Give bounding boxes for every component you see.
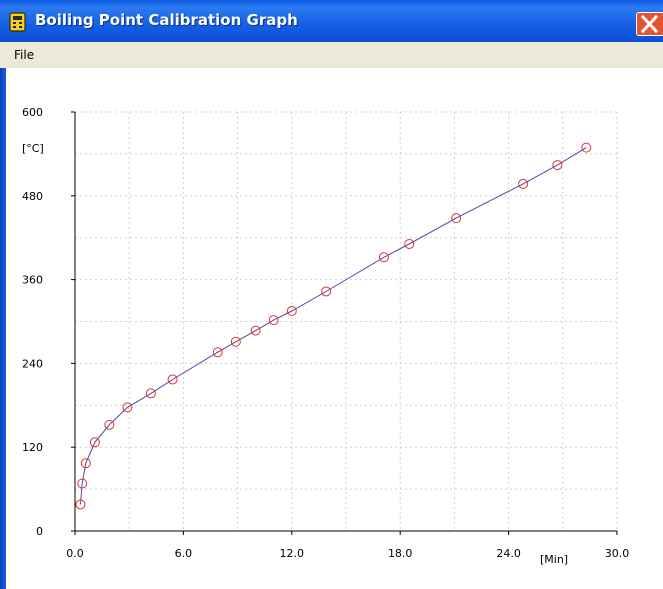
y-tick-label: 480 <box>22 190 43 203</box>
close-button[interactable] <box>636 12 663 36</box>
chart-tick-labels: 0.0 6.0 12.0 18.0 24.0 30.0 0 120 240 360 480 600 <box>22 106 629 560</box>
data-point-marker <box>77 478 88 489</box>
data-point-marker <box>378 252 389 263</box>
calibration-app-icon <box>9 12 26 32</box>
data-point-marker <box>404 238 415 249</box>
x-axis-label: [Min] <box>540 553 568 566</box>
data-point-marker <box>104 419 115 430</box>
chart-grid <box>75 111 618 531</box>
data-point-marker <box>321 286 332 297</box>
y-tick-label: 240 <box>22 357 43 370</box>
x-tick-label: 12.0 <box>280 547 305 560</box>
calibration-chart: 0.0 6.0 12.0 18.0 24.0 30.0 0 120 240 360 480 600 [… <box>22 106 629 566</box>
data-point-marker <box>552 160 563 171</box>
x-tick-label: 30.0 <box>605 547 630 560</box>
data-point-marker <box>212 347 223 358</box>
calibration-line <box>79 147 587 505</box>
data-point-marker <box>80 458 91 469</box>
x-tick-label: 6.0 <box>175 547 193 560</box>
data-point-marker <box>89 437 100 448</box>
data-point-marker <box>581 142 592 153</box>
y-tick-label: 360 <box>22 274 43 287</box>
window-left-border <box>0 68 6 589</box>
data-point-marker <box>75 499 86 510</box>
menu-bar: File <box>0 42 663 68</box>
y-tick-label: 120 <box>22 441 43 454</box>
window-title: Boiling Point Calibration Graph <box>35 11 298 29</box>
y-tick-label: 0 <box>36 525 43 538</box>
chart-axes <box>74 112 617 532</box>
data-point-marker <box>250 325 261 336</box>
y-tick-label: 600 <box>22 106 43 119</box>
data-point-marker <box>167 374 178 385</box>
data-point-marker <box>518 178 529 189</box>
y-axis-label: [°C] <box>22 142 44 155</box>
data-point-marker <box>268 315 279 326</box>
close-icon <box>640 14 659 34</box>
chart-series <box>75 142 592 510</box>
data-point-marker <box>286 306 297 317</box>
title-bar: Boiling Point Calibration Graph <box>0 0 663 42</box>
x-tick-label: 24.0 <box>496 547 521 560</box>
x-tick-label: 18.0 <box>388 547 413 560</box>
menu-item-file[interactable]: File <box>14 48 35 62</box>
data-point-marker <box>145 388 156 399</box>
data-point-marker <box>451 213 462 224</box>
data-point-marker <box>230 336 241 347</box>
x-tick-label: 0.0 <box>66 547 84 560</box>
data-point-marker <box>122 402 133 413</box>
